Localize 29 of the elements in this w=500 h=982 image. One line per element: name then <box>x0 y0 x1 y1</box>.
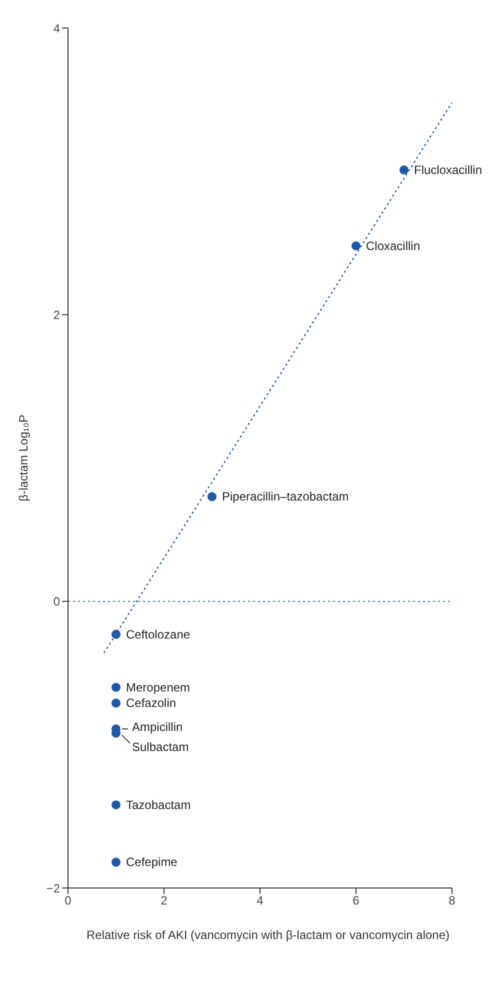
x-tick-label: 0 <box>64 894 72 908</box>
point <box>111 698 121 708</box>
annotation: Flucloxacillin <box>414 162 482 177</box>
y-tick-label: 4 <box>53 21 60 36</box>
x-tick-label: 2 <box>160 894 168 908</box>
annotation: Meropenem <box>126 680 190 694</box>
x-tick-label: 8 <box>448 894 456 908</box>
annotation: Ampicillin <box>132 720 183 734</box>
annotation: Tazobactam <box>126 798 191 812</box>
point <box>111 858 121 867</box>
y-tick-label: 0 <box>53 594 60 609</box>
point <box>351 241 361 250</box>
point <box>207 492 217 502</box>
annotation: Sulbactam <box>132 740 189 754</box>
annotation: Cefazolin <box>126 696 176 710</box>
annotation: Cloxacillin <box>366 238 420 253</box>
y-tick-label: −2 <box>46 881 60 896</box>
point <box>111 682 121 692</box>
annotation: Piperacillin–tazobactam <box>222 490 349 504</box>
point <box>399 165 409 174</box>
x-tick-label: 4 <box>256 894 264 908</box>
y-axis-title: β-lactam Log₁₀P <box>16 414 30 502</box>
x-axis-title: Relative risk of AKI (vancomycin with β-lactam or vancomycin alone) <box>85 928 451 942</box>
point <box>111 630 121 639</box>
annotation: Ceftolozane <box>126 627 190 642</box>
y-tick-label: 2 <box>53 308 60 322</box>
point <box>111 800 121 810</box>
x-tick-label: 6 <box>352 894 360 908</box>
annotation: Cefepime <box>126 855 178 870</box>
